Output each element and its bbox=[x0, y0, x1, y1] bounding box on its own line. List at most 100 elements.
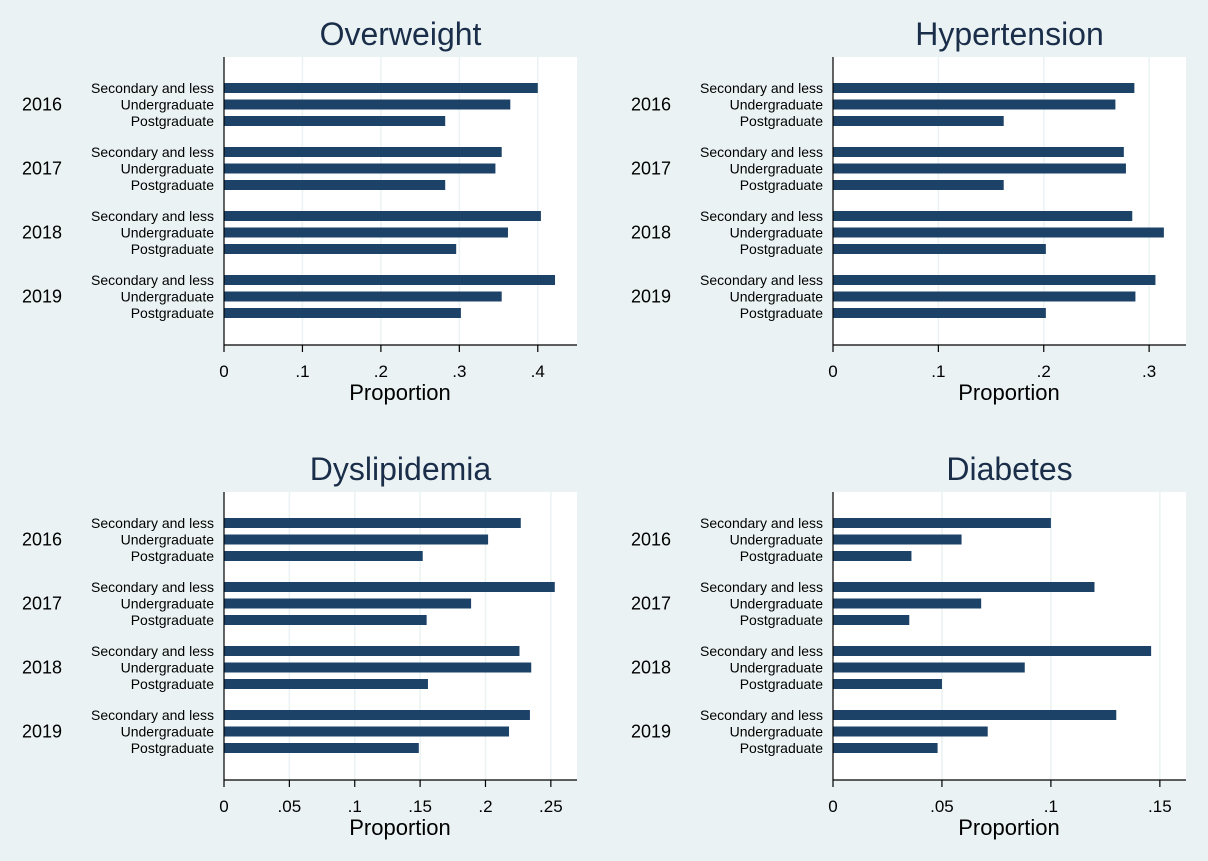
bar bbox=[224, 646, 520, 656]
bar bbox=[224, 598, 472, 609]
bar bbox=[833, 679, 942, 689]
bar bbox=[224, 163, 496, 174]
x-tick-label: .2 bbox=[374, 362, 388, 381]
bar bbox=[224, 275, 556, 285]
category-label: Postgraduate bbox=[740, 740, 823, 756]
bar bbox=[224, 710, 530, 720]
bar bbox=[833, 163, 1126, 174]
x-axis-label: Proportion bbox=[958, 815, 1060, 840]
category-label: Secondary and less bbox=[91, 643, 214, 659]
category-label: Secondary and less bbox=[700, 80, 823, 96]
year-label: 2016 bbox=[22, 530, 62, 550]
bar bbox=[224, 308, 461, 318]
year-label: 2019 bbox=[22, 722, 62, 742]
category-label: Postgraduate bbox=[740, 612, 823, 628]
bar bbox=[833, 710, 1117, 720]
x-tick-label: .1 bbox=[1044, 797, 1058, 816]
category-label: Postgraduate bbox=[740, 113, 823, 129]
category-label: Postgraduate bbox=[131, 612, 214, 628]
category-label: Undergraduate bbox=[730, 596, 824, 612]
category-label: Postgraduate bbox=[131, 113, 214, 129]
x-tick-label: 0 bbox=[828, 797, 837, 816]
year-label: 2017 bbox=[631, 159, 671, 179]
chart-title: Overweight bbox=[320, 16, 482, 52]
category-label: Undergraduate bbox=[121, 532, 215, 548]
bar bbox=[833, 180, 1004, 190]
x-tick-label: 0 bbox=[219, 362, 228, 381]
bar bbox=[224, 551, 423, 561]
bar bbox=[224, 615, 427, 625]
bar bbox=[833, 615, 910, 625]
category-label: Undergraduate bbox=[121, 724, 215, 740]
category-label: Undergraduate bbox=[121, 161, 215, 177]
chart-title: Diabetes bbox=[946, 451, 1072, 487]
category-label: Secondary and less bbox=[91, 144, 214, 160]
category-label: Secondary and less bbox=[91, 579, 214, 595]
x-tick-label: 0 bbox=[219, 797, 228, 816]
category-label: Secondary and less bbox=[91, 208, 214, 224]
bar bbox=[833, 646, 1152, 656]
category-label: Postgraduate bbox=[131, 548, 214, 564]
bar bbox=[833, 743, 938, 753]
category-label: Secondary and less bbox=[700, 515, 823, 531]
category-label: Postgraduate bbox=[740, 177, 823, 193]
x-tick-label: .05 bbox=[930, 797, 954, 816]
x-tick-label: 0 bbox=[828, 362, 837, 381]
year-label: 2017 bbox=[22, 159, 62, 179]
year-label: 2019 bbox=[631, 722, 671, 742]
category-label: Postgraduate bbox=[131, 177, 214, 193]
year-label: 2016 bbox=[631, 530, 671, 550]
category-label: Undergraduate bbox=[730, 532, 824, 548]
x-tick-label: .15 bbox=[408, 797, 432, 816]
year-label: 2018 bbox=[631, 658, 671, 678]
bar bbox=[833, 662, 1025, 673]
bar bbox=[224, 244, 457, 254]
x-axis-label: Proportion bbox=[349, 815, 451, 840]
x-tick-label: .3 bbox=[452, 362, 466, 381]
x-tick-label: .2 bbox=[478, 797, 492, 816]
category-label: Secondary and less bbox=[700, 208, 823, 224]
chart-title: Hypertension bbox=[915, 16, 1104, 52]
x-tick-label: .2 bbox=[1037, 362, 1051, 381]
category-label: Secondary and less bbox=[700, 643, 823, 659]
bar bbox=[224, 211, 541, 221]
category-label: Secondary and less bbox=[91, 707, 214, 723]
bar bbox=[224, 726, 510, 737]
category-label: Secondary and less bbox=[91, 80, 214, 96]
bar bbox=[833, 275, 1156, 285]
bar bbox=[224, 147, 502, 157]
x-tick-label: .3 bbox=[1142, 362, 1156, 381]
category-label: Undergraduate bbox=[730, 289, 824, 305]
category-label: Undergraduate bbox=[730, 225, 824, 241]
bar bbox=[833, 291, 1136, 302]
category-label: Undergraduate bbox=[730, 724, 824, 740]
x-tick-label: .1 bbox=[931, 362, 945, 381]
bar bbox=[833, 598, 982, 609]
year-label: 2016 bbox=[631, 95, 671, 115]
bar bbox=[224, 518, 521, 528]
category-label: Undergraduate bbox=[730, 161, 824, 177]
bar bbox=[224, 679, 428, 689]
category-label: Undergraduate bbox=[121, 596, 215, 612]
bar bbox=[224, 227, 508, 238]
category-label: Secondary and less bbox=[700, 272, 823, 288]
x-axis-label: Proportion bbox=[349, 380, 451, 405]
x-axis-label: Proportion bbox=[958, 380, 1060, 405]
category-label: Postgraduate bbox=[131, 305, 214, 321]
bar bbox=[833, 211, 1133, 221]
category-label: Secondary and less bbox=[91, 272, 214, 288]
bar bbox=[224, 180, 446, 190]
bar bbox=[833, 244, 1046, 254]
category-label: Undergraduate bbox=[730, 660, 824, 676]
year-label: 2018 bbox=[631, 223, 671, 243]
category-label: Postgraduate bbox=[131, 241, 214, 257]
bar bbox=[833, 582, 1095, 592]
year-label: 2019 bbox=[22, 287, 62, 307]
bar bbox=[224, 743, 419, 753]
category-label: Secondary and less bbox=[700, 707, 823, 723]
category-label: Undergraduate bbox=[121, 97, 215, 113]
category-label: Secondary and less bbox=[700, 144, 823, 160]
